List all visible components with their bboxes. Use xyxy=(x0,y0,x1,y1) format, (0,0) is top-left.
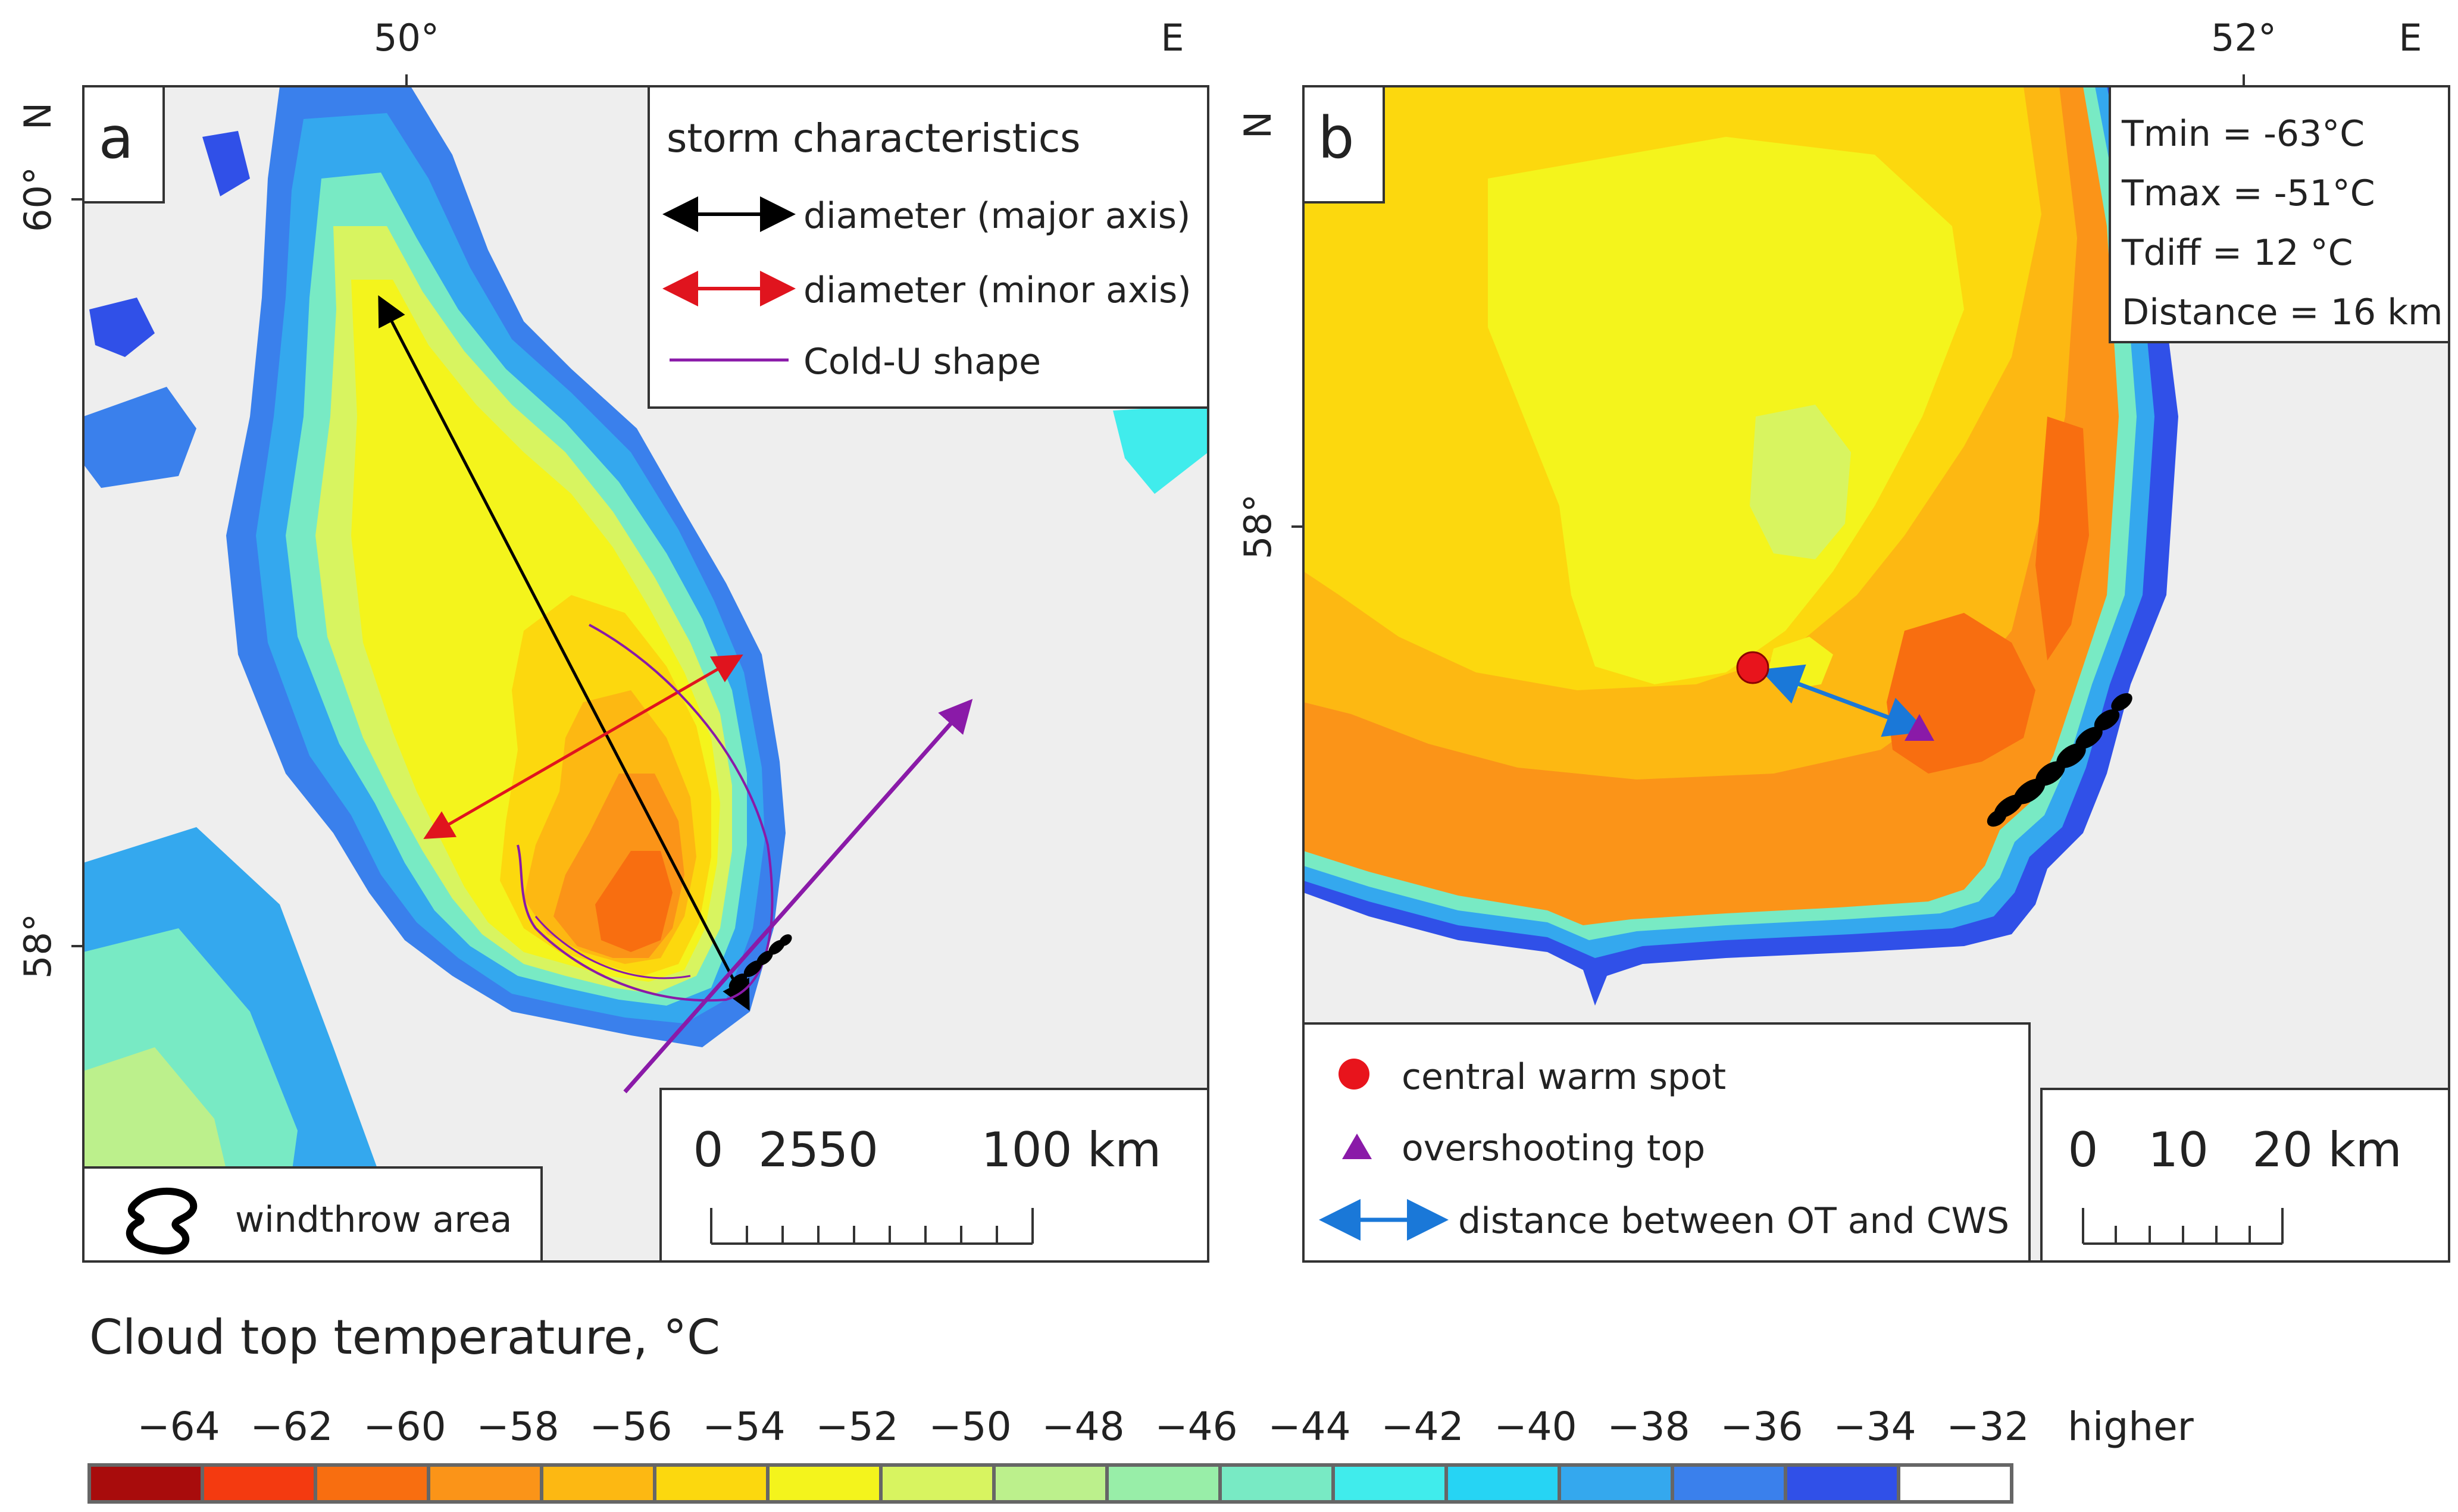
colorbar-cell xyxy=(1105,1463,1222,1504)
storm-legend-title: storm characteristics xyxy=(667,115,1081,161)
colorbar-cell xyxy=(1331,1463,1448,1504)
colorbar-labels: −64 −62 −60 −58 −56 −54 −52 −50 −48 −46 −44 −42 −40−… xyxy=(137,1404,2194,1450)
panel-a-letter: a xyxy=(99,105,134,171)
panel-a-letter-box xyxy=(82,85,165,204)
colorbar-cell xyxy=(1444,1463,1561,1504)
lon-tick-e-b: E xyxy=(2398,16,2422,60)
scale-a-box xyxy=(659,1088,1209,1263)
cloud-patch xyxy=(202,131,250,196)
colorbar-label: −36 xyxy=(1720,1404,1803,1450)
colorbar-label: −34 xyxy=(1833,1404,1916,1450)
lat-tick-n: N xyxy=(16,102,60,130)
colorbar-label: −56 xyxy=(589,1404,672,1450)
scale-a-label-25: 25 xyxy=(758,1122,819,1178)
colorbar-cell xyxy=(1558,1463,1674,1504)
colorbar-cell xyxy=(540,1463,656,1504)
storm-motion-arrow xyxy=(623,699,973,1094)
panel-b-map xyxy=(1302,85,2450,1263)
panel-a-frame xyxy=(82,85,1209,1263)
legend-minor-axis-label: diameter (minor axis) xyxy=(803,270,1192,311)
colorbar-label: −54 xyxy=(702,1404,785,1450)
colorbar-cell xyxy=(992,1463,1109,1504)
lon-tick-50: 50° xyxy=(374,16,439,60)
windthrow-marks-a xyxy=(728,934,792,990)
lat-tick-60: 60° xyxy=(16,167,60,232)
colorbar-cells xyxy=(87,1463,2013,1504)
legend-cold-u-label: Cold-U shape xyxy=(803,341,1041,383)
windthrow-label: windthrow area xyxy=(235,1199,512,1241)
panel-b-letter: b xyxy=(1318,105,1355,171)
legend-ot-icon xyxy=(1342,1134,1372,1159)
colorbar-label: −64 xyxy=(137,1404,220,1450)
lon-tick-52: 52° xyxy=(2211,16,2276,60)
storm-b-bright xyxy=(1488,137,1964,684)
colorbar-label: −52 xyxy=(815,1404,898,1450)
scale-b-bar xyxy=(2082,1208,2284,1245)
storm-b-dark-orange-2 xyxy=(2035,417,2089,660)
ot-cws-distance-arrow xyxy=(1759,664,1928,737)
legend-warm-spot-label: central warm spot xyxy=(1402,1056,1726,1098)
scale-b-box xyxy=(2040,1088,2450,1263)
scale-b-label-10: 10 xyxy=(2148,1122,2209,1178)
scale-b-label-20: 20 km xyxy=(2252,1122,2401,1178)
storm-legend-box xyxy=(648,85,1209,409)
lat-tick-58: 58° xyxy=(16,913,60,979)
colorbar-cell xyxy=(879,1463,996,1504)
colorbar-title: Cloud top temperature, °C xyxy=(89,1310,720,1365)
colorbar-label: −44 xyxy=(1268,1404,1350,1450)
minor-axis-arrow xyxy=(423,655,743,839)
panel-b-letter-box xyxy=(1302,85,1385,204)
colorbar-label: −60 xyxy=(363,1404,446,1450)
colorbar-cell xyxy=(201,1463,317,1504)
scale-a-label-50: 50 xyxy=(818,1122,878,1178)
colorbar-label: −48 xyxy=(1042,1404,1124,1450)
stat-distance: Distance = 16 km xyxy=(2122,292,2443,333)
lat-tick-n-b: N xyxy=(1236,111,1280,139)
colorbar-cell xyxy=(427,1463,543,1504)
colorbar-label: −32 xyxy=(1946,1404,2029,1450)
legend-warm-spot-icon xyxy=(1339,1059,1369,1090)
colorbar-cell xyxy=(87,1463,204,1504)
colorbar-cell xyxy=(653,1463,770,1504)
stat-tdiff: Tdiff = 12 °C xyxy=(2121,232,2353,274)
colorbar-label: −62 xyxy=(250,1404,333,1450)
central-warm-spot xyxy=(1736,651,1769,684)
major-axis-arrow xyxy=(378,295,750,1011)
lat-tick-58-b: 58° xyxy=(1236,494,1280,559)
scale-a-bar xyxy=(710,1208,1034,1245)
colorbar-cell xyxy=(1897,1463,2013,1504)
colorbar-cell xyxy=(314,1463,430,1504)
colorbar-cell xyxy=(1671,1463,1787,1504)
colorbar-cell xyxy=(766,1463,883,1504)
stat-tmax: Tmax = -51°C xyxy=(2121,173,2375,214)
colorbar-label: −46 xyxy=(1155,1404,1237,1450)
overshooting-top xyxy=(1905,714,1934,741)
legend-distance-label: distance between OT and CWS xyxy=(1458,1200,2009,1242)
legend-ot-label: overshooting top xyxy=(1402,1128,1705,1169)
windthrow-marks-b xyxy=(1987,693,2132,827)
colorbar-cell xyxy=(1784,1463,1900,1504)
scale-a-label-0: 0 xyxy=(693,1122,724,1178)
colorbar-label: −50 xyxy=(928,1404,1011,1450)
scale-b-label-0: 0 xyxy=(2068,1122,2099,1178)
lon-tick-e: E xyxy=(1161,16,1184,60)
cloud-patch xyxy=(1113,405,1208,494)
windthrow-legend-box xyxy=(82,1166,543,1263)
colorbar-label: higher xyxy=(2068,1404,2194,1450)
colorbar-label: −40 xyxy=(1494,1404,1577,1450)
stats-box xyxy=(2109,85,2450,343)
legend-major-axis-label: diameter (major axis) xyxy=(803,195,1190,237)
windthrow-icon xyxy=(126,1187,198,1255)
stat-tmin: Tmin = -63°C xyxy=(2121,113,2365,155)
cloud-patch xyxy=(83,387,196,488)
colorbar-cell xyxy=(1218,1463,1335,1504)
cold-u-shape xyxy=(517,624,774,1002)
cold-u-shape-inner xyxy=(534,916,691,979)
cloud-patch xyxy=(89,298,155,357)
storm-b-warm-spot-area xyxy=(1750,405,1851,559)
scale-a-label-100: 100 km xyxy=(981,1122,1161,1178)
colorbar-label: −58 xyxy=(476,1404,559,1450)
colorbar-label: −38 xyxy=(1607,1404,1690,1450)
colorbar-label: −42 xyxy=(1381,1404,1463,1450)
